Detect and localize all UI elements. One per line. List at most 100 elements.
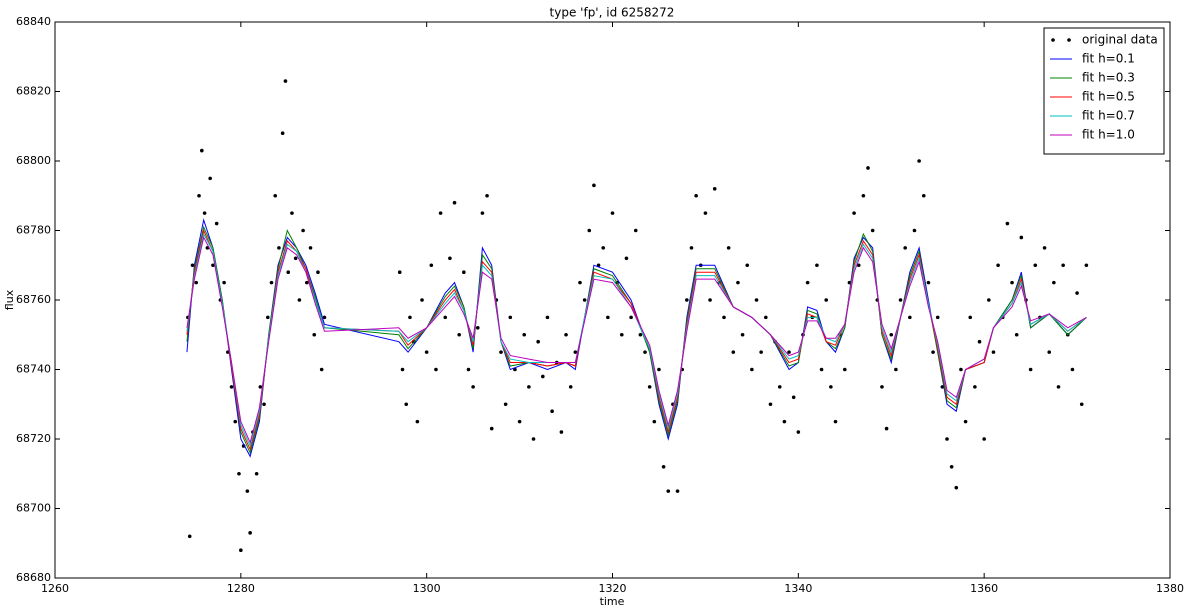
data-point [273,193,278,198]
data-point [610,211,615,215]
data-point [1033,263,1038,268]
y-tick-label: 68840 [16,15,51,28]
data-point [312,332,317,337]
x-tick-label: 1360 [970,582,998,595]
fit-line [186,232,1087,448]
data-point [1052,280,1056,285]
data-point [222,280,226,285]
data-point [265,315,270,320]
data-point [283,79,288,83]
data-point [796,430,801,434]
data-point [726,246,731,250]
data-point [568,385,573,389]
data-point [531,437,536,441]
data-point [750,367,754,372]
data-point [736,280,740,285]
data-point [508,315,513,320]
fit-line [186,236,1087,444]
data-point [638,332,643,337]
data-point [675,489,680,493]
data-point [1079,402,1084,407]
data-point [996,263,1000,268]
data-point [305,280,309,285]
data-point [527,385,531,389]
data-point [1084,263,1089,268]
data-point [457,332,461,337]
data-point [322,315,327,320]
data-point [805,280,810,285]
data-point [722,315,726,320]
x-tick-label: 1320 [599,582,627,595]
data-point [480,211,485,215]
data-point [624,256,629,261]
legend-label: original data [1082,33,1158,47]
data-point [935,315,940,320]
legend-label: fit h=0.5 [1082,90,1135,104]
data-point [200,148,204,153]
data-point [293,256,298,261]
data-point [550,409,554,414]
data-point [759,350,763,354]
data-point [308,246,313,250]
data-point [438,211,443,215]
x-axis-label: time [600,595,625,608]
y-tick-label: 68800 [16,154,51,167]
data-point [499,350,503,354]
data-point [316,270,320,275]
x-tick-label: 1280 [227,582,255,595]
data-point [517,419,522,424]
data-point [424,350,429,354]
data-point [685,298,689,302]
data-point [926,280,931,285]
data-point [703,211,708,215]
data-point [197,193,201,198]
data-point [448,256,452,261]
data-point [1070,367,1075,372]
data-point [856,263,861,268]
data-point [245,489,250,493]
data-point [233,419,238,424]
data-point [647,385,652,389]
data-point [633,228,638,233]
data-point [404,402,409,407]
data-point [408,315,412,320]
y-tick-label: 68780 [16,224,51,237]
legend-label: fit h=0.7 [1082,109,1135,123]
data-point [991,350,996,354]
y-tick-label: 68700 [16,502,51,515]
data-point [214,221,219,226]
data-point [1014,332,1019,337]
data-point [898,298,903,302]
data-point [652,419,657,424]
y-tick-label: 68820 [16,85,51,98]
data-point [239,548,243,552]
data-point [977,339,982,344]
legend-marker [1067,38,1071,42]
data-point [619,332,624,337]
data-point [745,263,750,268]
data-point [415,419,420,424]
data-point [987,298,991,302]
data-point [606,315,610,320]
y-tick-label: 68720 [16,432,51,445]
data-point [782,419,787,424]
data-point [791,395,796,400]
data-point [661,465,666,469]
data-point [954,485,959,490]
data-point [768,402,773,407]
data-point [187,534,192,539]
data-point [471,385,475,389]
data-point [959,367,963,372]
data-point [870,228,875,233]
data-point [582,298,587,302]
data-point [1061,263,1065,268]
data-point [190,263,195,268]
data-point [643,350,647,354]
data-point [912,228,917,233]
data-point [258,385,263,389]
data-point [208,176,212,181]
data-point [475,326,480,330]
data-point [202,211,207,215]
data-point [731,350,736,354]
